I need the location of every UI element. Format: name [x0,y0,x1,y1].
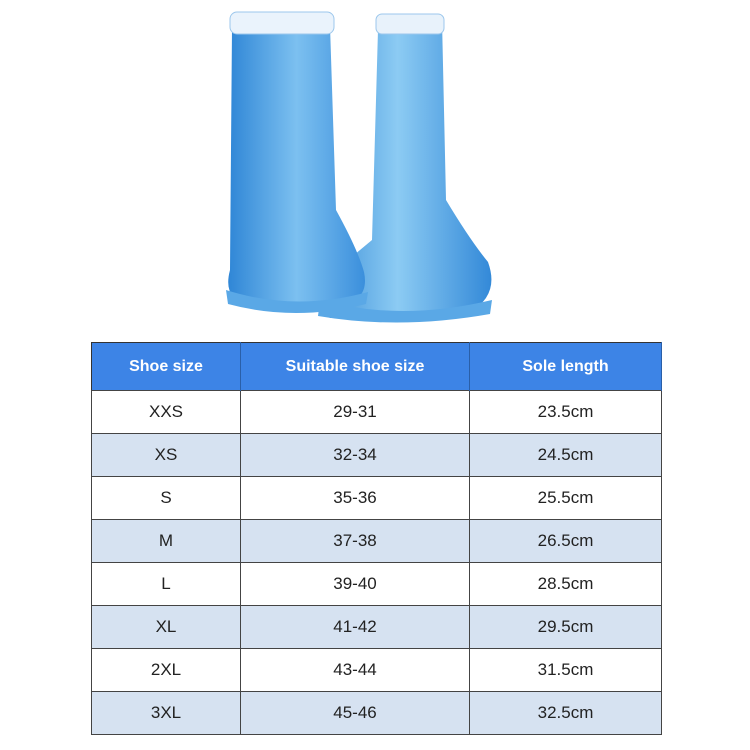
header-sole-length: Sole length [469,342,662,391]
table-row: M 37-38 26.5cm [91,519,662,563]
header-shoe-size: Shoe size [91,342,241,391]
sole-length-cell: 23.5cm [469,390,662,434]
left-boot [226,11,368,313]
boot-covers-image [226,11,492,323]
table-row: L 39-40 28.5cm [91,562,662,606]
table-row: XS 32-34 24.5cm [91,433,662,477]
sole-length-cell: 26.5cm [469,519,662,563]
suitable-size-cell: 39-40 [240,562,470,606]
right-boot [318,13,492,323]
sole-length-cell: 32.5cm [469,691,662,735]
size-cell: XL [91,605,241,649]
suitable-size-cell: 32-34 [240,433,470,477]
suitable-size-cell: 35-36 [240,476,470,520]
size-cell: XS [91,433,241,477]
table-row: 2XL 43-44 31.5cm [91,648,662,692]
size-cell: S [91,476,241,520]
size-cell: XXS [91,390,241,434]
sole-length-cell: 24.5cm [469,433,662,477]
size-chart-table: Shoe size Suitable shoe size Sole length… [91,342,662,735]
size-cell: M [91,519,241,563]
header-suitable-shoe-size: Suitable shoe size [240,342,470,391]
sole-length-cell: 31.5cm [469,648,662,692]
suitable-size-cell: 41-42 [240,605,470,649]
table-row: S 35-36 25.5cm [91,476,662,520]
table-row: XL 41-42 29.5cm [91,605,662,649]
size-cell: L [91,562,241,606]
suitable-size-cell: 43-44 [240,648,470,692]
sole-length-cell: 25.5cm [469,476,662,520]
sole-length-cell: 28.5cm [469,562,662,606]
table-row: XXS 29-31 23.5cm [91,390,662,434]
size-cell: 2XL [91,648,241,692]
size-cell: 3XL [91,691,241,735]
suitable-size-cell: 45-46 [240,691,470,735]
sole-length-cell: 29.5cm [469,605,662,649]
table-row: 3XL 45-46 32.5cm [91,691,662,735]
suitable-size-cell: 37-38 [240,519,470,563]
table-header-row: Shoe size Suitable shoe size Sole length [91,342,662,391]
suitable-size-cell: 29-31 [240,390,470,434]
